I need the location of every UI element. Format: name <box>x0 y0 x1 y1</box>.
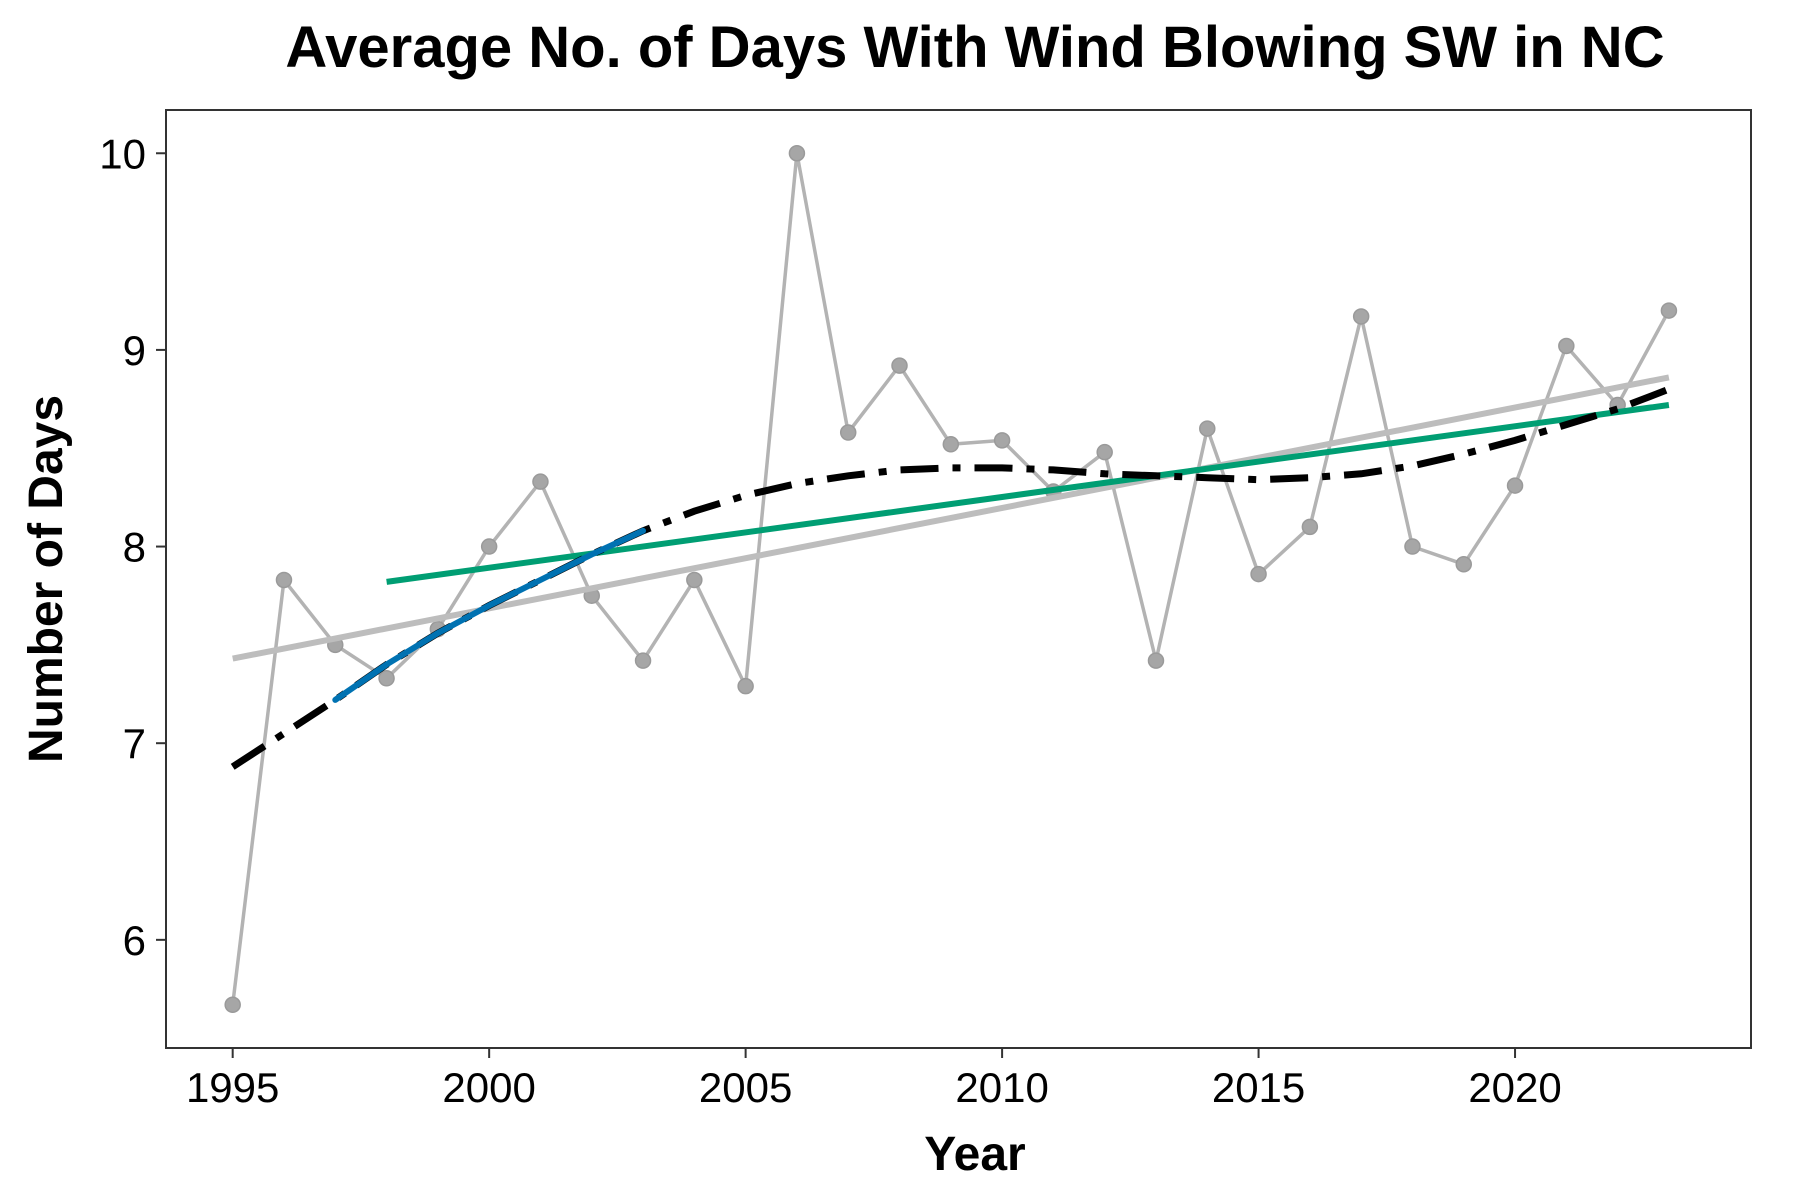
highlighted-fit-segment <box>332 527 646 703</box>
smooth-fit-line <box>230 385 1671 770</box>
observed-point <box>942 436 960 453</box>
observed-point <box>1096 443 1113 461</box>
observed-point <box>891 357 908 374</box>
observed-point <box>788 145 806 162</box>
observed-point <box>1250 565 1267 583</box>
observed-point <box>1660 302 1678 319</box>
observed-point <box>1506 477 1524 494</box>
observed-point <box>1558 337 1575 355</box>
observed-point <box>686 571 703 589</box>
x-tick-label: 2005 <box>699 1064 792 1111</box>
series-layer <box>224 145 1678 1013</box>
x-tick-label: 1995 <box>186 1064 279 1111</box>
plot-panel <box>165 109 1752 1049</box>
x-tick-label: 2015 <box>1212 1064 1305 1111</box>
observed-point <box>1455 556 1473 573</box>
observed-point <box>1199 420 1216 437</box>
y-tick-label: 9 <box>123 327 146 374</box>
observed-point <box>480 538 498 555</box>
observed-point <box>1301 518 1319 536</box>
observed-point <box>634 652 652 669</box>
observed-point <box>737 677 754 695</box>
x-tick-label: 2020 <box>1468 1064 1561 1111</box>
y-axis-title: Number of Days <box>20 395 73 763</box>
y-tick-label: 8 <box>123 524 146 571</box>
observed-point <box>1404 538 1421 555</box>
observed-point <box>993 432 1011 449</box>
x-axis-title: Year <box>924 1128 1025 1181</box>
observed-point <box>378 670 395 687</box>
x-tick-label: 2010 <box>955 1064 1048 1111</box>
chart-title: Average No. of Days With Wind Blowing SW… <box>285 15 1664 80</box>
observed-point <box>1352 308 1370 325</box>
observed-point <box>1147 652 1165 669</box>
observed-point <box>275 571 293 589</box>
y-tick-label: 6 <box>123 917 146 964</box>
observed-point <box>839 424 857 441</box>
x-axis: 1995 2000 2005 2010 2015 2020 <box>186 1048 1562 1111</box>
x-tick-label: 2000 <box>442 1064 535 1111</box>
observed-point <box>532 473 549 490</box>
y-tick-label: 7 <box>123 720 146 767</box>
y-tick-label: 10 <box>99 130 146 177</box>
observed-point <box>224 996 241 1013</box>
y-axis: 6 7 8 9 10 <box>99 130 166 964</box>
